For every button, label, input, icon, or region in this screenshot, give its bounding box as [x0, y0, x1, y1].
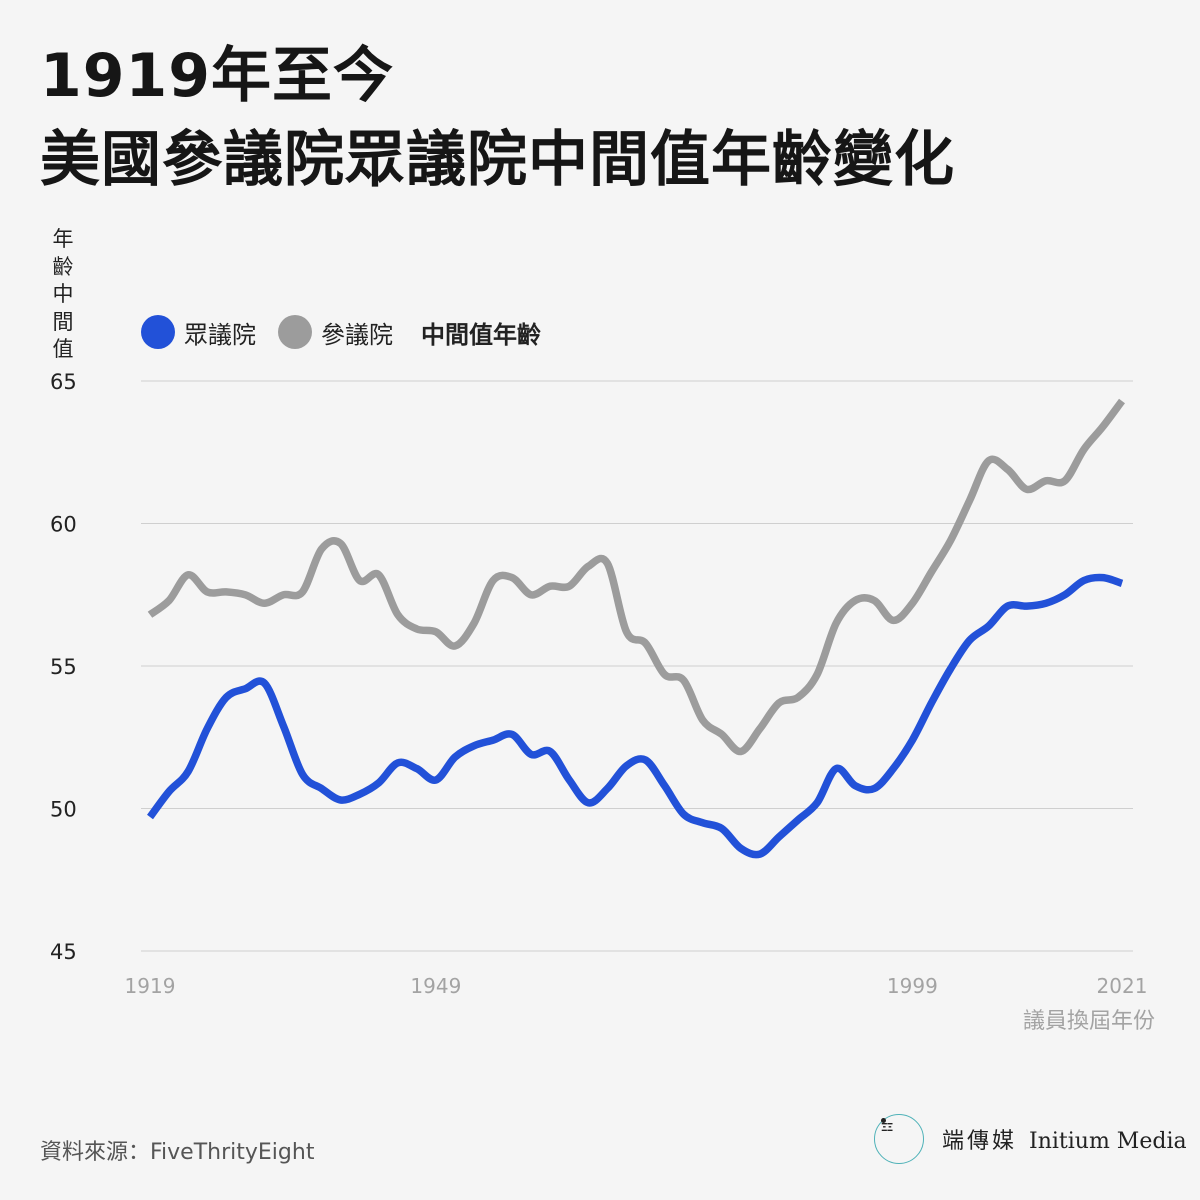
page-title: 1919年至今 美國參議院眾議院中間值年齡變化 [40, 34, 955, 202]
y-axis-label-char: 間 [52, 309, 74, 334]
legend: 眾議院 參議院 中間值年齡 [141, 312, 541, 352]
y-axis-label-char: 齡 [52, 254, 74, 279]
legend-label-senate: 參議院 [321, 320, 393, 349]
series-line-senate [147, 398, 1125, 756]
title-line-1: 1919年至今 [40, 41, 394, 111]
x-axis-label: 議員換屆年份 [1023, 1009, 1155, 1034]
legend-swatch-house [141, 315, 175, 349]
y-axis-label-char: 值 [52, 337, 74, 361]
y-tick-label: 50 [50, 798, 77, 822]
line-chart: 45 50 55 60 65 1919 1949 1999 2021 議員換屆年份 [50, 370, 1155, 1034]
y-tick-label: 55 [50, 655, 77, 679]
legend-suffix: 中間值年齡 [421, 320, 541, 349]
series-line-house [146, 573, 1124, 859]
x-tick-label: 1949 [410, 974, 461, 998]
y-axis-label-char: 中 [52, 282, 74, 306]
x-tick-label: 1999 [887, 974, 938, 998]
legend-swatch-senate [278, 315, 312, 349]
y-axis-label: 年齡中間值 [50, 226, 76, 364]
y-axis-label-char: 年 [52, 227, 74, 251]
x-tick-label: 2021 [1097, 974, 1148, 998]
brand-name-zh: 端傳媒 [942, 1129, 1018, 1154]
y-tick-label: 45 [50, 940, 77, 964]
title-line-2: 美國參議院眾議院中間值年齡變化 [40, 125, 955, 195]
logo-mark: ΞΞ [881, 1118, 893, 1134]
y-tick-label: 60 [50, 513, 77, 537]
x-tick-label: 1919 [125, 974, 176, 998]
source-note: 資料來源：FiveThrityEight [40, 1140, 315, 1165]
brand: ΞΞ 端傳媒 Initium Media [874, 1112, 1187, 1166]
legend-label-house: 眾議院 [184, 320, 256, 349]
brand-name: 端傳媒 Initium Media [942, 1123, 1187, 1155]
brand-name-en: Initium Media [1029, 1129, 1187, 1154]
initium-logo-icon: ΞΞ [874, 1114, 924, 1164]
legend-item-house: 眾議院 [141, 315, 256, 350]
y-tick-label: 65 [50, 370, 77, 394]
legend-item-senate: 參議院 [278, 315, 393, 350]
